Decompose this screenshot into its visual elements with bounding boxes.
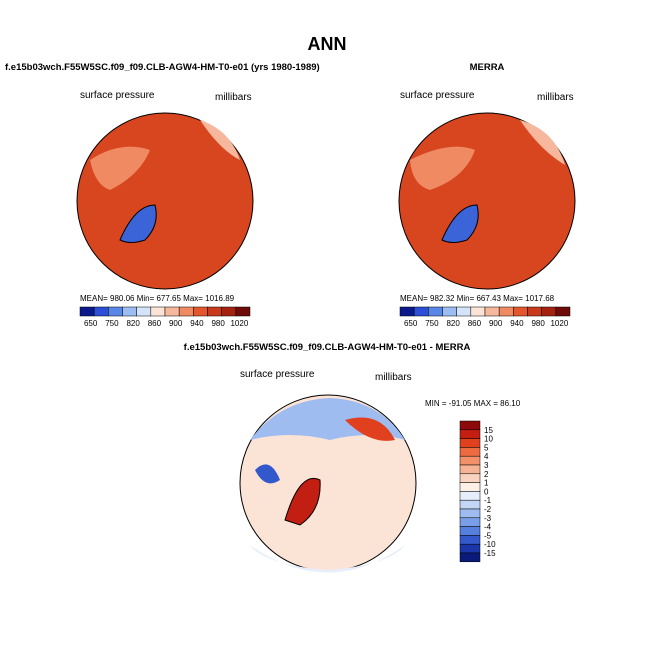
colorbar-label: -5 [484,531,492,540]
colorbar-box [178,306,194,317]
colorbar-label: 750 [105,319,119,328]
colorbar-label: 650 [404,319,418,328]
colorbar-box [459,429,481,439]
colorbar-label: 820 [446,319,460,328]
colorbar-box [207,306,222,317]
colorbar-box [513,306,528,317]
colorbar-label: -2 [484,505,492,514]
colorbar-label: 1020 [550,319,568,328]
colorbar-box [459,535,481,545]
colorbar-label: 10 [484,435,493,444]
colorbar-label: 15 [484,426,493,435]
colorbar-box [150,306,166,317]
colorbar-box [456,306,472,317]
colorbar-box [459,447,481,457]
figure-title: ANN [308,34,347,54]
colorbar-label: -10 [484,540,496,549]
variable: surface pressure [400,90,475,101]
colorbar-box [459,491,481,501]
colorbar-label: 900 [489,319,503,328]
colorbar-box [470,306,486,317]
stats: MIN = -91.05 MAX = 86.10 [425,399,521,408]
colorbar-label: 900 [169,319,183,328]
colorbar-label: 980 [531,319,545,328]
colorbar-box [459,517,481,527]
colorbar-label: 750 [425,319,439,328]
colorbar-box [484,306,500,317]
colorbar-box [193,306,208,317]
colorbar-box [459,464,481,475]
colorbar-box [459,552,481,563]
colorbar-box [555,306,571,317]
units: millibars [537,92,574,103]
colorbar-box [459,473,481,483]
colorbar-box [164,306,180,317]
colorbar-box [428,306,443,317]
map [398,112,576,290]
colorbar-box [459,455,481,466]
colorbar-label: 860 [468,319,482,328]
panel-title: f.e15b03wch.F55W5SC.f09_f09.CLB-AGW4-HM-… [184,342,471,353]
colorbar-label: 1 [484,479,489,488]
colorbar-box [235,306,251,317]
colorbar-box [498,306,514,317]
colorbar-label: 650 [84,319,98,328]
colorbar-label: 860 [148,319,162,328]
colorbar-box [413,306,429,317]
colorbar-box [459,543,481,554]
units: millibars [215,92,252,103]
colorbar-label: 5 [484,443,489,452]
colorbar-box [221,306,237,317]
colorbar-box [108,306,123,317]
colorbar-box [527,306,542,317]
colorbar-label: 0 [484,487,489,496]
colorbar-label: -4 [484,523,492,532]
colorbar-label: 4 [484,452,489,461]
colorbar-box [541,306,557,317]
colorbar-box [459,420,481,431]
colorbar-box [442,306,457,317]
colorbar-label: 1020 [230,319,248,328]
map [239,394,417,573]
units: millibars [375,372,412,383]
colorbar-box [459,499,481,510]
colorbar-box [122,306,137,317]
colorbar-label: -3 [484,514,492,523]
variable: surface pressure [240,369,315,380]
colorbar-label: 820 [126,319,140,328]
colorbar-label: 3 [484,461,489,470]
colorbar-label: -1 [484,496,492,505]
colorbar-box [399,306,415,317]
colorbar-box [459,526,481,536]
colorbar-label: 2 [484,470,489,479]
colorbar-box [136,306,152,317]
stats: MEAN= 982.32 Min= 667.43 Max= 1017.68 [400,294,555,303]
map [76,112,254,290]
colorbar-box [79,306,95,317]
colorbar-label: 980 [211,319,225,328]
colorbar-box [93,306,109,317]
colorbar-label: 940 [510,319,524,328]
panel-title: MERRA [470,62,505,73]
colorbar-label: 940 [190,319,204,328]
variable: surface pressure [80,90,155,101]
colorbar-label: -15 [484,549,496,558]
colorbar-box [459,438,481,448]
panel-title: f.e15b03wch.F55W5SC.f09_f09.CLB-AGW4-HM-… [5,62,320,73]
colorbar-box [459,508,481,519]
stats: MEAN= 980.06 Min= 677.65 Max= 1016.89 [80,294,235,303]
colorbar-box [459,482,481,492]
